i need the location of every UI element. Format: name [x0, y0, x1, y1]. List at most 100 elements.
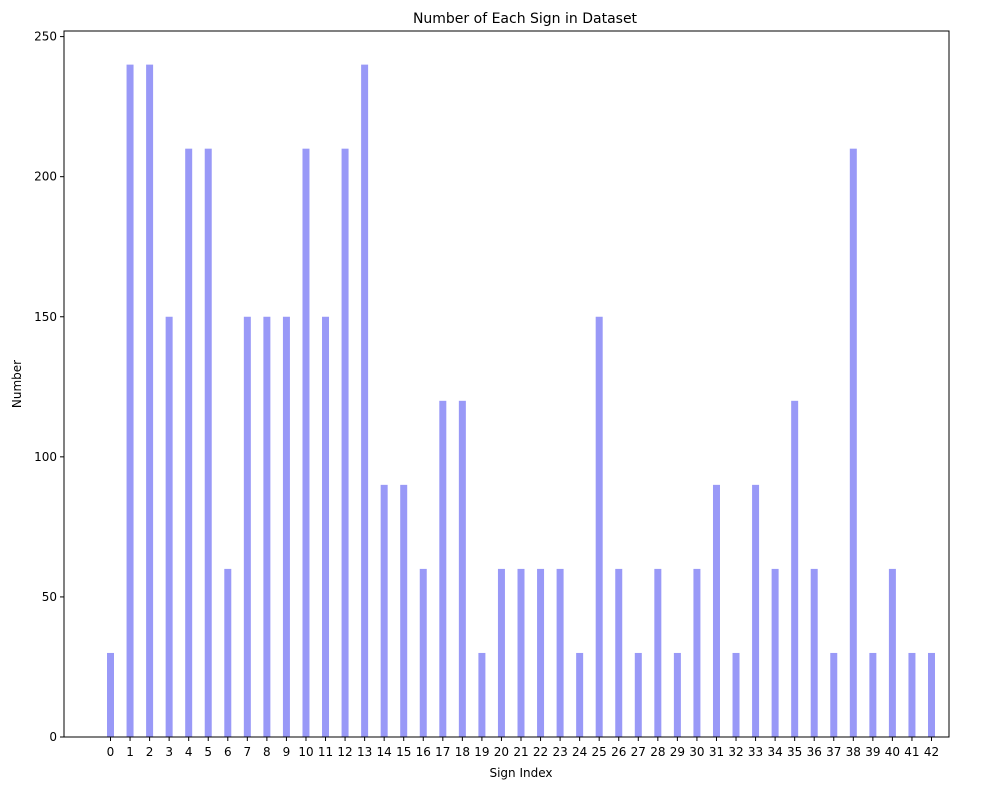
- bar-40: [888, 568, 896, 737]
- x-tick-label: 21: [513, 745, 528, 759]
- x-tick-label: 41: [904, 745, 919, 759]
- x-tick-label: 38: [846, 745, 861, 759]
- bar-8: [263, 316, 271, 737]
- x-tick-label: 14: [377, 745, 392, 759]
- bar-1: [126, 64, 134, 738]
- x-tick-label: 2: [146, 745, 154, 759]
- bar-23: [556, 568, 564, 737]
- x-tick-label: 5: [204, 745, 212, 759]
- x-tick-label: 3: [165, 745, 173, 759]
- x-tick-label: 30: [689, 745, 704, 759]
- bar-13: [361, 64, 369, 738]
- bar-7: [243, 316, 251, 737]
- x-tick-label: 8: [263, 745, 271, 759]
- x-tick-label: 24: [572, 745, 587, 759]
- bar-41: [908, 652, 916, 737]
- x-tick-label: 31: [709, 745, 724, 759]
- x-tick-label: 4: [185, 745, 193, 759]
- bar-37: [830, 652, 838, 737]
- x-tick-label: 18: [455, 745, 470, 759]
- bar-15: [400, 484, 408, 737]
- bar-5: [204, 148, 212, 738]
- bar-16: [419, 568, 427, 737]
- x-tick-label: 29: [670, 745, 685, 759]
- bar-29: [673, 652, 681, 737]
- x-axis-ticks: 0 1 2 3 4 5 6 7 8 9 10 11 12 13 14 15 16 17 18 19 20 21 22 23 24…: [107, 737, 939, 759]
- x-tick-label: 17: [435, 745, 450, 759]
- x-tick-label: 10: [298, 745, 313, 759]
- bar-9: [282, 316, 290, 737]
- x-tick-label: 35: [787, 745, 802, 759]
- bar-4: [185, 148, 193, 738]
- bar-17: [439, 400, 447, 737]
- bar-19: [478, 652, 486, 737]
- x-tick-label: 12: [337, 745, 352, 759]
- bar-22: [537, 568, 545, 737]
- bar-31: [712, 484, 720, 737]
- x-tick-label: 25: [592, 745, 607, 759]
- bar-24: [576, 652, 584, 737]
- bar-14: [380, 484, 388, 737]
- y-tick-label: 100: [34, 450, 57, 464]
- bar-42: [928, 652, 935, 737]
- x-tick-label: 22: [533, 745, 548, 759]
- bar-34: [771, 568, 779, 737]
- bar-30: [693, 568, 701, 737]
- x-tick-label: 16: [416, 745, 431, 759]
- y-tick-label: 0: [49, 730, 57, 744]
- bar-39: [869, 652, 877, 737]
- x-tick-label: 28: [650, 745, 665, 759]
- x-tick-label: 11: [318, 745, 333, 759]
- x-tick-label: 19: [474, 745, 489, 759]
- bar-21: [517, 568, 525, 737]
- x-tick-label: 42: [924, 745, 939, 759]
- bar-11: [322, 316, 330, 737]
- bar-2: [146, 64, 154, 738]
- y-axis-label: Number: [10, 360, 24, 408]
- x-tick-label: 40: [885, 745, 900, 759]
- x-tick-label: 15: [396, 745, 411, 759]
- bar-27: [634, 652, 642, 737]
- bar-18: [458, 400, 466, 737]
- x-tick-label: 39: [865, 745, 880, 759]
- x-tick-label: 36: [807, 745, 822, 759]
- y-tick-label: 50: [42, 590, 57, 604]
- x-axis-label: Sign Index: [489, 766, 552, 780]
- y-tick-label: 200: [34, 170, 57, 184]
- x-tick-label: 13: [357, 745, 372, 759]
- x-tick-label: 34: [767, 745, 782, 759]
- bar-32: [732, 652, 740, 737]
- x-tick-label: 32: [728, 745, 743, 759]
- bar-38: [849, 148, 857, 738]
- x-tick-label: 27: [631, 745, 646, 759]
- bar-12: [341, 148, 349, 738]
- x-tick-label: 23: [552, 745, 567, 759]
- y-axis-ticks: 0 50 100 150 200 250: [34, 30, 64, 744]
- x-tick-label: 7: [244, 745, 252, 759]
- bar-35: [791, 400, 799, 737]
- bar-10: [302, 148, 310, 738]
- bar-28: [654, 568, 662, 737]
- bar-20: [497, 568, 505, 737]
- x-tick-label: 6: [224, 745, 232, 759]
- y-tick-label: 150: [34, 310, 57, 324]
- x-tick-label: 0: [107, 745, 115, 759]
- x-tick-label: 37: [826, 745, 841, 759]
- x-tick-label: 1: [126, 745, 134, 759]
- x-tick-label: 33: [748, 745, 763, 759]
- bar-3: [165, 316, 173, 737]
- x-tick-label: 20: [494, 745, 509, 759]
- x-tick-label: 26: [611, 745, 626, 759]
- bar-6: [224, 568, 232, 737]
- bar-33: [752, 484, 760, 737]
- bars-group: [107, 64, 935, 738]
- y-tick-label: 250: [34, 30, 57, 44]
- bar-25: [595, 316, 603, 737]
- bar-36: [810, 568, 818, 737]
- plot-frame: [63, 30, 950, 738]
- chart-title: Number of Each Sign in Dataset: [413, 11, 638, 27]
- x-tick-label: 9: [283, 745, 291, 759]
- bar-26: [615, 568, 623, 737]
- bar-0: [107, 652, 114, 737]
